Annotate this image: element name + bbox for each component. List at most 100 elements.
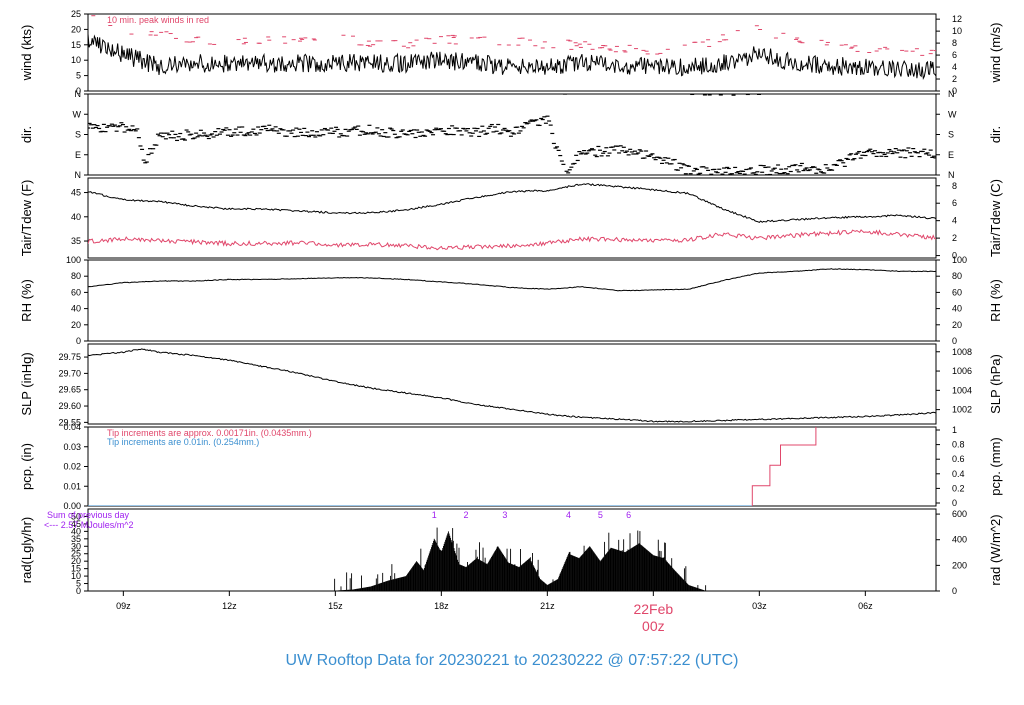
y-tick-label-right: 80 bbox=[952, 271, 962, 281]
y-tick-label: N bbox=[75, 170, 82, 180]
y-tick-label: 35 bbox=[71, 236, 81, 246]
y-label-right: pcp. (mm) bbox=[988, 437, 1003, 496]
rad-marker-2: 2 bbox=[464, 510, 469, 520]
y-tick-label: E bbox=[75, 150, 81, 160]
y-tick-label: 0.02 bbox=[63, 462, 81, 472]
y-label-left: Tair/Tdew (F) bbox=[19, 180, 34, 257]
y-tick-label: 20 bbox=[71, 320, 81, 330]
y-label-right: rad (W/m^2) bbox=[988, 514, 1003, 585]
rad-marker-5: 5 bbox=[598, 510, 603, 520]
y-tick-label-right: 0 bbox=[952, 86, 957, 96]
rad-marker-1: 1 bbox=[432, 510, 437, 520]
y-tick-label-right: 0.4 bbox=[952, 469, 965, 479]
y-tick-label: 40 bbox=[71, 212, 81, 222]
panel-data bbox=[328, 527, 707, 591]
x-tick-label-12z: 12z bbox=[222, 601, 237, 611]
precip-note-blue: Tip increments are 0.01in. (0.254mm.) bbox=[107, 437, 259, 447]
precip-line-red bbox=[751, 427, 817, 506]
y-tick-label-right: 2 bbox=[952, 233, 957, 243]
y-label-left: rad(Lgly/hr) bbox=[19, 517, 34, 583]
series-line-Tair bbox=[88, 183, 936, 224]
precip-note-red: Tip increments are approx. 0.00171in. (0… bbox=[107, 428, 312, 438]
y-tick-label-right: 0.2 bbox=[952, 483, 965, 493]
panel-slp: SLP (inHg) SLP (hPa) 29.55 29.60 29.65 29.70 2… bbox=[19, 343, 1003, 427]
y-tick-label: 29.55 bbox=[58, 417, 81, 427]
y-tick-label-right: 400 bbox=[952, 535, 967, 545]
y-tick-label: N bbox=[75, 89, 82, 99]
y-tick-label-right: 8 bbox=[952, 38, 957, 48]
rad-note-line2: <--- 2.57 MJoules/m^2 bbox=[44, 520, 134, 530]
panel-rh: RH (%) RH (%) 0 20 40 60 80 100 0 20 40 60 80 100 bbox=[19, 255, 1003, 346]
panel-temperature: Tair/Tdew (F) Tair/Tdew (C) 35 40 45 0 2 4 6 8 bbox=[19, 177, 1003, 261]
x-tick-label-21z: 21z bbox=[540, 601, 555, 611]
panel-frame bbox=[87, 177, 937, 259]
y-tick-label: 100 bbox=[66, 255, 81, 265]
x-tick-label-06z: 06z bbox=[858, 601, 873, 611]
y-label-right: RH (%) bbox=[988, 279, 1003, 322]
panel-frame bbox=[87, 259, 937, 342]
y-tick-label: 30 bbox=[71, 541, 81, 551]
y-label-right: wind (m/s) bbox=[988, 23, 1003, 84]
y-tick-label-right: 2 bbox=[952, 74, 957, 84]
y-tick-label-right: 1006 bbox=[952, 366, 972, 376]
rad-note-line1: Sum of previous day bbox=[47, 510, 130, 520]
y-tick-label: W bbox=[73, 109, 82, 119]
series-line-black bbox=[88, 348, 936, 423]
y-tick-label: 0.04 bbox=[63, 422, 81, 432]
x-tick-label-03z: 03z bbox=[752, 601, 767, 611]
series-line-black bbox=[88, 268, 936, 292]
y-tick-label: 45 bbox=[71, 188, 81, 198]
plot-layer: wind (kts) wind (m/s)05101520250246810121… bbox=[19, 9, 1003, 634]
y-label-left: RH (%) bbox=[19, 279, 34, 322]
y-tick-label: 15 bbox=[71, 40, 81, 50]
panel-data bbox=[88, 15, 936, 80]
y-label-left: pcp. (in) bbox=[19, 443, 34, 490]
y-tick-label-right: 40 bbox=[952, 304, 962, 314]
y-tick-label: 15 bbox=[71, 564, 81, 574]
y-tick-label-right: E bbox=[948, 150, 954, 160]
y-tick-label-right: 1004 bbox=[952, 385, 972, 395]
y-tick-label-right: 6 bbox=[952, 198, 957, 208]
y-tick-label-right: 100 bbox=[952, 255, 967, 265]
y-tick-label: 0 bbox=[76, 86, 81, 96]
panel-frame bbox=[87, 343, 937, 425]
y-tick-label-right: 600 bbox=[952, 509, 967, 519]
y-tick-label-right: 1002 bbox=[952, 405, 972, 415]
y-tick-label: 50 bbox=[71, 511, 81, 521]
panel-radiation: rad(Lgly/hr) rad (W/m^2)05101520253035404… bbox=[19, 508, 1003, 596]
panel-data bbox=[88, 348, 936, 423]
y-label-left: wind (kts) bbox=[19, 25, 34, 82]
y-tick-label: 20 bbox=[71, 24, 81, 34]
y-tick-label: S bbox=[75, 130, 81, 140]
x-date-label: 22Feb bbox=[633, 601, 673, 617]
panel-data bbox=[88, 183, 936, 251]
y-tick-label-right: N bbox=[948, 170, 955, 180]
y-tick-label: 80 bbox=[71, 271, 81, 281]
y-tick-label: 0.00 bbox=[63, 501, 81, 511]
y-tick-label-right: 4 bbox=[952, 216, 957, 226]
x-tick-label-09z: 09z bbox=[116, 601, 131, 611]
y-label-left: dir. bbox=[19, 126, 34, 143]
y-tick-label: 5 bbox=[76, 579, 81, 589]
y-tick-label: 45 bbox=[71, 519, 81, 529]
y-label-left: SLP (inHg) bbox=[19, 352, 34, 415]
y-tick-label: 29.60 bbox=[58, 401, 81, 411]
y-tick-label-right: 20 bbox=[952, 320, 962, 330]
y-tick-label-right: 10 bbox=[952, 26, 962, 36]
panel-data bbox=[88, 268, 936, 292]
y-tick-label: 29.75 bbox=[58, 352, 81, 362]
y-tick-label-right: 6 bbox=[952, 50, 957, 60]
panel-precip: pcp. (in) pcp. (mm) 0.00 0.01 0.02 0.03 0.04 0 0… bbox=[19, 422, 1003, 511]
y-tick-label: 35 bbox=[71, 534, 81, 544]
y-tick-label: 20 bbox=[71, 556, 81, 566]
x-date-sublabel: 00z bbox=[642, 618, 665, 634]
panel-frame bbox=[87, 93, 937, 176]
y-tick-label: 10 bbox=[71, 571, 81, 581]
y-tick-label-right: 0 bbox=[952, 498, 957, 508]
chart-title: UW Rooftop Data for 20230221 to 20230222… bbox=[286, 652, 739, 669]
y-tick-label: 29.65 bbox=[58, 385, 81, 395]
series-line-black bbox=[88, 33, 936, 80]
y-tick-label: 60 bbox=[71, 287, 81, 297]
